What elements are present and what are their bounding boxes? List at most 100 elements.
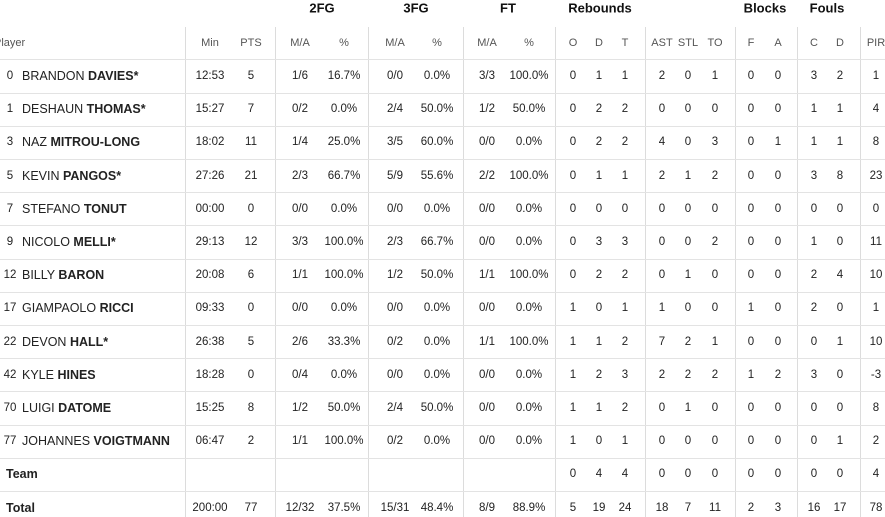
stat-cell: 0.0% <box>515 202 543 215</box>
column-header: F <box>747 37 755 49</box>
column-header: Min <box>201 37 219 49</box>
column-header: % <box>524 37 534 49</box>
stat-cell: 66.7% <box>420 236 454 248</box>
stat-cell: 3 <box>595 236 603 248</box>
stat-cell: 11 <box>245 136 257 149</box>
stat-cell: 1/1 <box>479 269 495 282</box>
first-name: GIAMPAOLO <box>22 301 100 316</box>
stat-cell: 1 <box>711 70 719 82</box>
row-divider <box>0 126 885 127</box>
stat-cell: 8/9 <box>479 501 495 514</box>
stat-cell: 27:26 <box>195 169 225 182</box>
stat-cell: 0 <box>658 435 666 448</box>
stat-cell: 0 <box>810 435 818 448</box>
stat-cell: 17 <box>833 501 847 514</box>
stat-cell: 7 <box>658 335 666 348</box>
stat-cell: 4 <box>658 136 666 149</box>
first-name: JOHANNES <box>22 434 94 449</box>
last-name: DAVIES* <box>87 69 139 83</box>
stat-cell: 2 <box>247 435 255 448</box>
stat-cell: 0 <box>747 435 755 448</box>
stat-cell: 0 <box>747 402 755 414</box>
stat-cell: 0 <box>747 103 755 116</box>
stat-cell: 0.0% <box>330 202 358 215</box>
column-header: M/A <box>290 37 310 49</box>
row-divider <box>0 325 885 326</box>
stat-cell: 0 <box>774 169 782 182</box>
first-name: DESHAUN <box>22 102 87 117</box>
stat-cell: 20:08 <box>195 269 225 282</box>
stat-cell: 0 <box>569 136 577 149</box>
player-number: 1 <box>6 103 14 116</box>
stat-cell: 0/0 <box>387 368 403 381</box>
row-divider <box>0 192 885 193</box>
stat-cell: 50.0% <box>420 269 454 282</box>
stat-cell: 2 <box>621 103 629 116</box>
stat-cell: 2 <box>810 269 818 282</box>
stat-cell: 1 <box>595 70 603 82</box>
row-divider <box>0 491 885 492</box>
stat-cell: 78 <box>869 501 883 514</box>
stat-cell: 0 <box>810 468 818 481</box>
stat-cell: 1 <box>621 302 629 315</box>
stat-cell: 7 <box>684 501 692 514</box>
row-divider <box>0 425 885 426</box>
stat-cell: 0 <box>747 269 755 282</box>
last-name: PANGOS* <box>63 168 122 183</box>
first-name: LUIGI <box>22 401 59 415</box>
stat-cell: 21 <box>244 169 258 182</box>
player-number: 70 <box>3 402 17 414</box>
row-divider <box>0 358 885 359</box>
first-name: NICOLO <box>22 235 74 249</box>
stat-cell: 4 <box>621 468 629 481</box>
player-number: 9 <box>6 236 14 248</box>
column-header: C <box>810 37 818 49</box>
last-name: MITROU-LONG <box>50 135 141 150</box>
stat-cell: 0 <box>595 202 603 215</box>
stat-cell: 2 <box>658 70 666 82</box>
row-divider <box>0 93 885 94</box>
stat-cell: 0.0% <box>423 302 451 315</box>
stat-cell: 0 <box>747 236 755 248</box>
stat-cell: 0 <box>872 202 880 215</box>
stat-cell: 0 <box>747 468 755 481</box>
column-header: AST <box>651 37 673 49</box>
column-header: T <box>621 37 629 49</box>
stat-cell: 100.0% <box>324 269 364 282</box>
stat-cell: 1 <box>569 302 577 315</box>
stat-cell: 3 <box>810 169 818 182</box>
first-name: DEVON <box>22 334 70 349</box>
stat-cell: 1/4 <box>292 136 308 149</box>
team-label: Team <box>6 467 38 482</box>
stat-cell: 0 <box>569 70 577 82</box>
stat-cell: 0/0 <box>479 368 495 381</box>
stat-cell: 0 <box>711 402 719 414</box>
column-divider <box>463 27 464 517</box>
stat-cell: 0/0 <box>479 402 495 414</box>
stat-cell: 18:28 <box>195 368 225 381</box>
player-name: BILLY BARON <box>22 268 104 282</box>
stat-cell: 2 <box>595 368 603 381</box>
stat-cell: 5 <box>247 335 255 348</box>
column-divider <box>275 27 276 517</box>
stat-cell: 5 <box>247 70 255 82</box>
stat-cell: 00:00 <box>195 202 225 215</box>
player-name: NICOLO MELLI* <box>22 235 116 249</box>
stat-cell: 1 <box>569 368 577 381</box>
stat-cell: 19 <box>592 501 606 514</box>
column-header: STL <box>677 37 699 49</box>
stat-cell: 0 <box>747 335 755 348</box>
stat-cell: 0 <box>810 402 818 414</box>
stat-cell: 2 <box>595 269 603 282</box>
stat-cell: 3/3 <box>479 70 495 82</box>
stat-cell: 0 <box>711 202 719 215</box>
stat-cell: 0 <box>747 136 755 149</box>
stat-cell: 100.0% <box>324 435 364 448</box>
stat-cell: 0 <box>836 368 844 381</box>
stat-cell: 1 <box>621 70 629 82</box>
stat-cell: 50.0% <box>420 402 454 414</box>
stat-cell: 5 <box>569 501 577 514</box>
row-divider <box>0 458 885 459</box>
stat-cell: 2/3 <box>387 236 403 248</box>
